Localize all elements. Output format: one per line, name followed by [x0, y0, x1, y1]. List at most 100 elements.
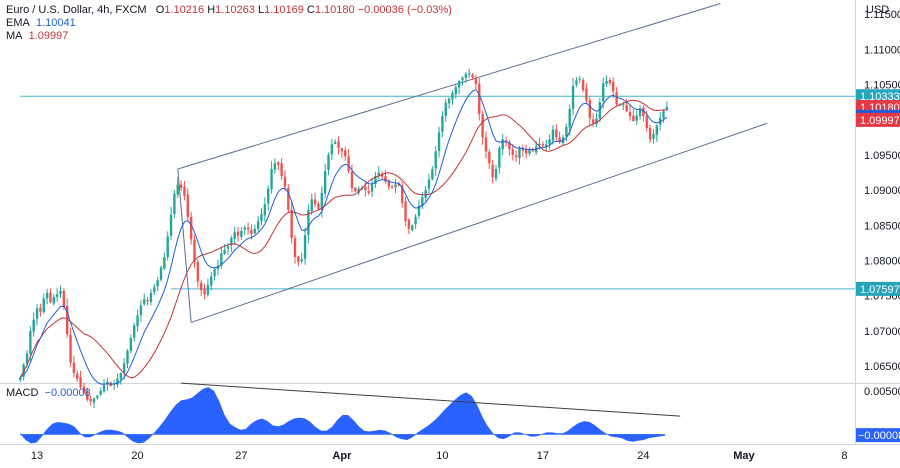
candle-body: [256, 221, 260, 229]
candle-body: [96, 395, 99, 399]
candle-body: [99, 390, 102, 395]
candle-body: [545, 144, 548, 147]
candle-body: [622, 104, 625, 106]
ma-row: MA 1.09997: [6, 30, 452, 43]
candle-body: [457, 80, 461, 88]
candle-body: [76, 373, 79, 379]
candle-body: [173, 193, 176, 215]
candle-body: [568, 109, 571, 128]
candle-body: [628, 111, 632, 117]
candle-body: [72, 362, 76, 374]
candle-body: [571, 85, 575, 110]
candle-body: [62, 291, 66, 307]
candle-body: [484, 137, 488, 152]
candle-body: [367, 190, 370, 193]
candle-body: [451, 92, 454, 100]
candle-body: [153, 287, 156, 293]
candle-body: [404, 201, 407, 222]
candle-body: [558, 137, 561, 143]
candle-body: [283, 176, 287, 187]
candle-body: [528, 149, 531, 154]
candle-body: [106, 381, 109, 385]
candle-body: [149, 292, 153, 303]
candle-body: [501, 139, 504, 150]
candle-body: [598, 102, 602, 119]
open-value: 1.10216: [164, 4, 205, 16]
candle-body: [186, 194, 189, 217]
candle-body: [250, 229, 253, 234]
candle-body: [632, 115, 635, 122]
candle-body: [260, 214, 263, 222]
candle-body: [625, 104, 628, 112]
candle-body: [615, 92, 618, 105]
candle-body: [156, 280, 159, 287]
candle-body: [79, 377, 82, 388]
candle-body: [122, 363, 126, 373]
candle-body: [414, 216, 417, 225]
candle-body: [163, 256, 166, 269]
candle-body: [203, 288, 206, 295]
candle-body: [417, 205, 421, 216]
candle-body: [226, 246, 230, 249]
y-tick-label: 1.09000: [864, 185, 900, 197]
candle-body: [303, 235, 307, 259]
candle-body: [89, 398, 92, 402]
candle-body: [538, 143, 541, 146]
candle-body: [384, 176, 387, 182]
candle-body: [176, 184, 179, 195]
close-label: C: [306, 4, 315, 16]
candle-body: [133, 325, 136, 338]
candle-body: [424, 190, 427, 199]
candle-body: [206, 285, 210, 295]
candle-body: [555, 129, 558, 138]
x-tick-label: May: [733, 450, 755, 462]
macd-value: −0.00008: [44, 387, 91, 399]
candle-body: [648, 127, 652, 140]
candle-body: [474, 78, 478, 84]
candle-body: [531, 150, 535, 152]
candle-body: [578, 78, 581, 80]
candle-body: [575, 80, 578, 85]
candle-body: [454, 87, 457, 95]
candle-body: [344, 150, 347, 157]
candle-body: [29, 330, 32, 354]
symbol-title: Euro / U.S. Dollar, 4h, FXCM: [6, 4, 147, 16]
price-tag: [856, 112, 900, 127]
currency-label: USD: [866, 4, 889, 16]
candle-body: [253, 228, 256, 234]
candle-body: [19, 377, 22, 381]
low-label: L: [257, 4, 265, 16]
candle-body: [270, 168, 273, 190]
candle-body: [364, 186, 367, 191]
candle-body: [243, 227, 246, 230]
candle-body: [514, 155, 518, 158]
ohlc-row: Euro / U.S. Dollar, 4h, FXCM O1.10216 H1…: [6, 4, 452, 17]
x-tick-label: 27: [235, 450, 247, 462]
candle-body: [608, 79, 612, 84]
open-label: O: [155, 4, 165, 16]
ema-line: [19, 89, 668, 385]
candle-body: [317, 203, 320, 210]
candle-body: [434, 151, 437, 169]
x-tick-label: 24: [637, 450, 649, 462]
candle-body: [585, 88, 588, 101]
candle-body: [595, 118, 598, 125]
candle-body: [66, 305, 69, 335]
candle-body: [478, 83, 481, 115]
ema-row: EMA 1.10041: [6, 17, 452, 30]
candle-body: [655, 125, 658, 136]
candle-body: [444, 102, 447, 116]
macd-label: MACD: [6, 387, 39, 399]
candle-body: [370, 184, 374, 192]
y-tick-label: 1.08000: [864, 255, 900, 267]
candle-body: [387, 180, 390, 187]
candle-body: [126, 350, 129, 364]
ma-value: 1.09997: [28, 30, 69, 42]
candle-body: [25, 353, 29, 365]
macd-area: [20, 387, 666, 444]
candle-body: [494, 168, 498, 179]
channel-upper-line: [177, 3, 721, 170]
candle-body: [334, 142, 337, 144]
x-tick-label: 20: [131, 450, 143, 462]
